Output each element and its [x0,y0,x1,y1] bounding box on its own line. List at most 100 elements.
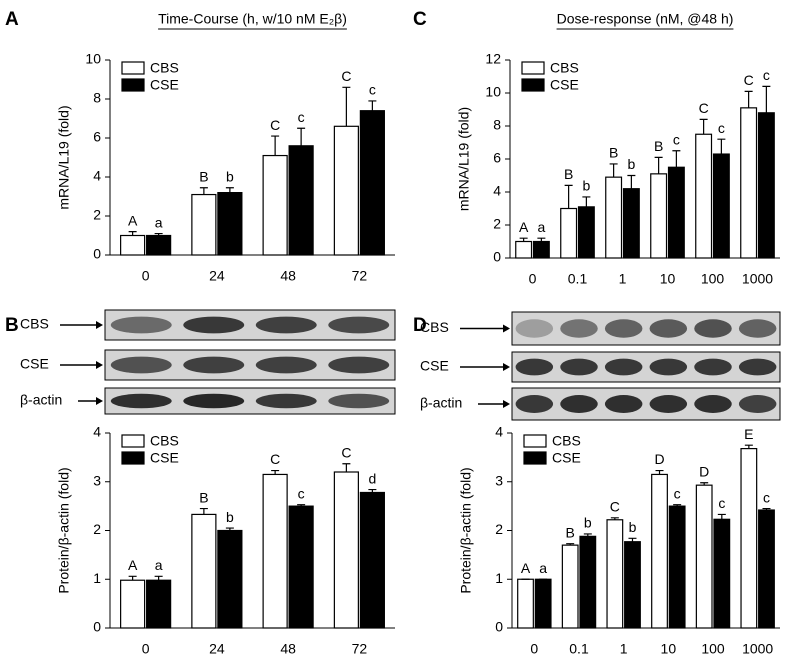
y-tick-label: 4 [93,168,101,184]
error-bar [762,85,771,113]
x-tick-label: 0.1 [569,641,589,657]
x-tick-label: 24 [209,268,225,284]
bar [667,166,685,259]
significance-letter: d [368,470,376,486]
y-tick-label: 10 [85,51,101,67]
panel-letter: B [5,315,19,336]
blot-label: β-actin [20,392,62,408]
blot-band [604,395,643,413]
significance-letter: B [564,166,573,182]
bar [561,544,579,629]
blot-label: CBS [420,319,449,335]
y-tick-label: 8 [93,90,101,106]
significance-letter: c [298,485,305,501]
bar [650,173,668,259]
error-bar [609,163,618,178]
bar [120,234,146,256]
legend-swatch [523,451,547,465]
bar [713,518,731,629]
x-tick-label: 10 [661,641,677,657]
error-bar [744,90,753,108]
x-tick-label: 1 [620,641,628,657]
significance-letter: c [674,485,681,501]
blot-band [694,358,732,376]
blot-band [183,356,245,374]
x-tick-label: 1 [619,271,627,287]
blot-band [110,316,172,334]
y-tick-label: 0 [93,246,101,262]
blot-band [255,356,317,374]
bar [359,491,385,629]
x-tick-label: 0 [142,268,150,284]
y-tick-label: 3 [495,472,503,488]
y-tick-label: 2 [493,216,501,232]
blot-band [110,393,172,409]
blot-band [328,356,390,374]
blot-arrowhead [96,361,103,369]
blot-band [328,316,390,334]
error-bar [225,187,234,193]
significance-letter: b [584,515,592,531]
y-tick-label: 1 [93,570,101,586]
bar [288,145,314,256]
y-tick-label: 0 [493,249,501,265]
panel-letter: A [5,9,19,30]
legend-swatch [121,451,145,465]
legend-label: CBS [150,60,179,76]
error-bar [271,469,280,475]
error-bar [699,118,708,135]
blot-band [649,319,688,338]
y-tick-label: 4 [493,183,501,199]
error-bar [519,237,528,242]
error-bar [297,127,306,146]
significance-letter: b [226,509,234,525]
error-bar [610,517,619,520]
bar [740,107,758,259]
blot-band [515,395,554,413]
y-axis-label: Protein/β-actin (fold) [56,467,72,593]
bar [624,541,641,629]
bar [288,505,314,629]
bar [217,192,243,256]
bar [695,133,713,259]
error-bar [628,537,637,542]
bar [333,471,359,629]
significance-letter: a [155,214,163,230]
significance-letter: c [718,120,725,136]
blot-label: β-actin [420,395,462,411]
significance-letter: C [744,72,754,88]
bar [758,509,775,629]
error-bar [583,533,592,537]
bar [605,176,623,259]
bar [534,578,552,629]
y-tick-label: 8 [493,117,501,133]
blot-label: CSE [420,358,449,374]
significance-letter: b [627,156,635,172]
y-tick-label: 2 [93,207,101,223]
y-tick-label: 2 [495,521,503,537]
bar [217,529,243,629]
legend-label: CBS [150,433,179,449]
blot-strip [511,351,781,383]
legend-label: CSE [150,77,179,93]
chart-title: Time-Course (h, w/10 nM E₂β) [158,11,347,27]
significance-letter: D [699,463,709,479]
significance-letter: c [298,109,305,125]
blot-band [560,395,598,413]
blot-band [183,316,245,334]
significance-letter: C [270,451,280,467]
bar [577,206,595,259]
blot-band [604,358,643,376]
blot-band [694,319,732,338]
y-axis-label: Protein/β-actin (fold) [458,467,474,593]
blot-strip [511,311,781,346]
significance-letter: c [718,495,725,511]
significance-letter: c [763,489,770,505]
y-tick-label: 2 [93,521,101,537]
y-tick-label: 3 [93,472,101,488]
error-bar [199,187,208,195]
error-bar [537,237,546,242]
x-tick-label: 100 [701,271,725,287]
significance-letter: A [128,557,138,573]
